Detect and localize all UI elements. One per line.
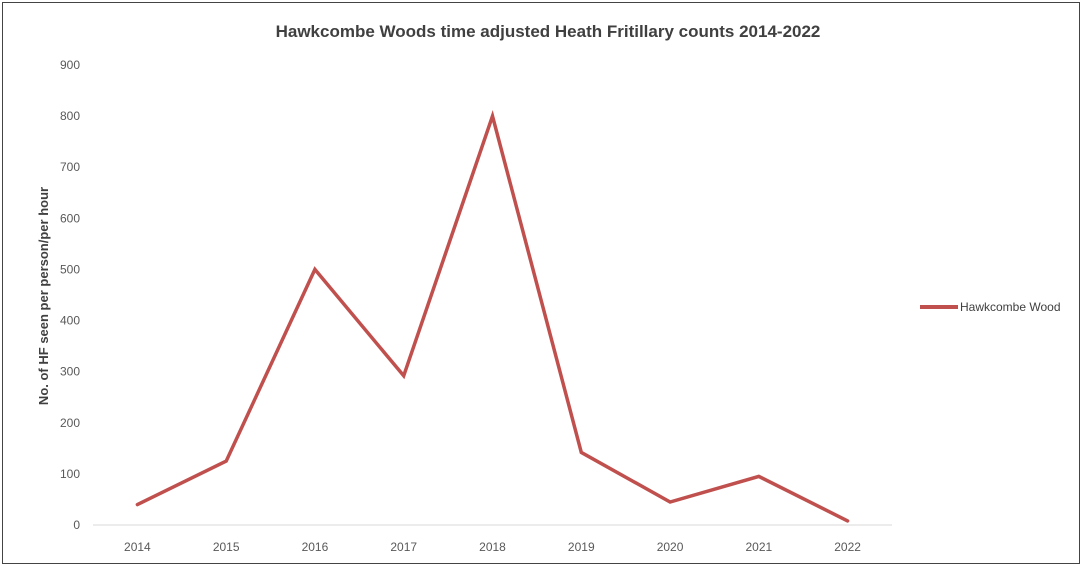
y-tick-label-100: 100 (60, 467, 80, 481)
y-tick-label-800: 800 (60, 109, 80, 123)
legend: Hawkcombe Wood (920, 300, 1061, 314)
legend-label: Hawkcombe Wood (960, 300, 1061, 314)
y-tick-label-500: 500 (60, 262, 80, 276)
x-tick-label-2014: 2014 (124, 540, 151, 554)
y-tick-label-900: 900 (60, 58, 80, 72)
x-tick-label-2018: 2018 (479, 540, 506, 554)
x-axis-ticks: 2014 2015 2016 2017 2018 2019 2020 2021 2022 (124, 540, 861, 554)
x-tick-label-2019: 2019 (568, 540, 595, 554)
x-tick-label-2021: 2021 (745, 540, 772, 554)
x-tick-label-2020: 2020 (657, 540, 684, 554)
y-tick-label-300: 300 (60, 365, 80, 379)
y-axis-ticks: 0 100 200 300 400 500 600 700 800 900 (60, 58, 80, 532)
y-tick-label-700: 700 (60, 160, 80, 174)
x-tick-label-2022: 2022 (834, 540, 861, 554)
x-tick-label-2016: 2016 (302, 540, 329, 554)
series-line-0 (135, 110, 850, 523)
y-tick-label-0: 0 (73, 518, 80, 532)
y-tick-label-200: 200 (60, 416, 80, 430)
y-axis-label: No. of HF seen per person/per hour (36, 187, 51, 405)
series-group (135, 110, 850, 523)
y-tick-label-400: 400 (60, 314, 80, 328)
y-tick-label-600: 600 (60, 211, 80, 225)
x-tick-label-2015: 2015 (213, 540, 240, 554)
x-tick-label-2017: 2017 (390, 540, 417, 554)
chart-title: Hawkcombe Woods time adjusted Heath Frit… (276, 22, 821, 41)
